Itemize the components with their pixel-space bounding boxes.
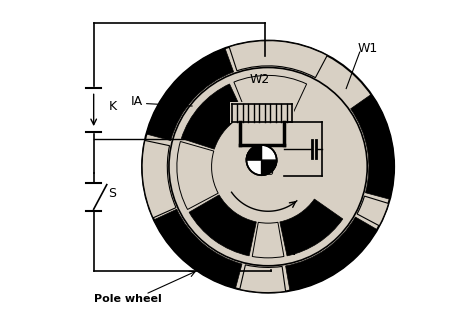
Wedge shape bbox=[286, 217, 377, 291]
Circle shape bbox=[142, 41, 394, 293]
Text: W1: W1 bbox=[358, 42, 378, 55]
Wedge shape bbox=[240, 265, 286, 293]
Text: W2: W2 bbox=[250, 73, 270, 86]
Text: Pole wheel: Pole wheel bbox=[93, 294, 161, 304]
Wedge shape bbox=[177, 142, 218, 210]
Wedge shape bbox=[234, 76, 307, 116]
Wedge shape bbox=[146, 48, 234, 141]
Text: U: U bbox=[265, 167, 274, 177]
Polygon shape bbox=[246, 145, 262, 160]
Circle shape bbox=[246, 145, 277, 175]
Wedge shape bbox=[280, 199, 343, 256]
Wedge shape bbox=[229, 41, 327, 78]
Text: S: S bbox=[241, 244, 249, 257]
Text: S: S bbox=[109, 187, 117, 200]
Circle shape bbox=[169, 68, 367, 266]
Wedge shape bbox=[154, 209, 242, 288]
Text: IA: IA bbox=[131, 95, 143, 108]
Wedge shape bbox=[351, 94, 394, 199]
Polygon shape bbox=[262, 160, 277, 175]
Bar bbox=[284, 122, 322, 177]
Wedge shape bbox=[252, 222, 284, 258]
Bar bbox=[230, 102, 294, 123]
Wedge shape bbox=[357, 196, 389, 226]
Wedge shape bbox=[189, 195, 256, 256]
Text: N: N bbox=[286, 245, 296, 258]
Wedge shape bbox=[142, 141, 176, 218]
Wedge shape bbox=[182, 84, 244, 149]
Text: K: K bbox=[109, 100, 117, 114]
